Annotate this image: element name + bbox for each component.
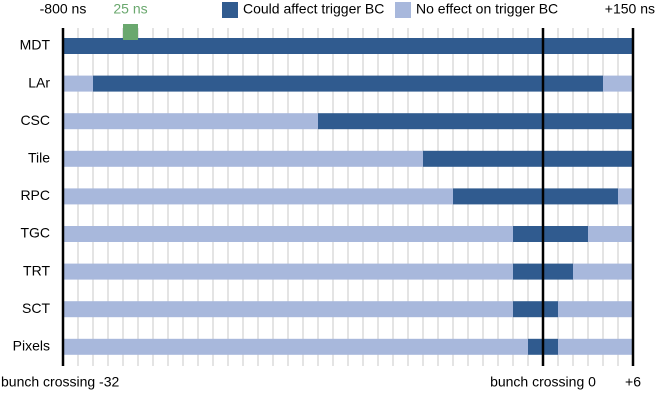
bar-segment (63, 75, 93, 92)
bar-segment (453, 188, 618, 205)
category-label: Tile (28, 150, 50, 166)
bar-segment (558, 301, 633, 318)
x-tick-label: bunch crossing 0 (490, 374, 596, 390)
bar-segment (63, 338, 528, 355)
bar-segment (588, 226, 633, 242)
category-label: SCT (22, 300, 50, 316)
x-tick-label: bunch crossing -32 (1, 374, 120, 390)
bar-segment (63, 38, 633, 54)
legend-swatch (395, 2, 411, 18)
category-label: LAr (28, 74, 50, 90)
bar-segment (318, 113, 633, 130)
bar-segment (63, 226, 513, 242)
bar-segment (513, 301, 558, 318)
bar-segment (93, 75, 603, 92)
bar-segment (513, 226, 588, 242)
category-label: TGC (20, 225, 50, 241)
legend-label: No effect on trigger BC (416, 1, 558, 17)
category-label: MDT (20, 37, 51, 53)
x-tick-label: +6 (625, 374, 641, 390)
top-tick-label: +150 ns (605, 1, 655, 17)
bar-segment (603, 75, 633, 92)
legend-swatch (222, 2, 238, 18)
category-label: RPC (20, 187, 50, 203)
top-tick-label: -800 ns (40, 1, 87, 17)
category-label: TRT (23, 262, 50, 278)
category-label: Pixels (13, 338, 50, 354)
bar-segment (63, 263, 513, 280)
bar-segment (618, 188, 633, 205)
category-label: CSC (20, 112, 50, 128)
annotation-mark (123, 24, 138, 40)
annotation-label: 25 ns (113, 1, 147, 17)
bar-segment (423, 150, 633, 167)
legend-label: Could affect trigger BC (243, 1, 384, 17)
bar-segment (63, 113, 318, 130)
bar-segment (558, 338, 633, 355)
bar-segment (573, 263, 633, 280)
bar-segment (63, 150, 423, 167)
bar-segment (63, 188, 453, 205)
bar-segment (63, 301, 513, 318)
